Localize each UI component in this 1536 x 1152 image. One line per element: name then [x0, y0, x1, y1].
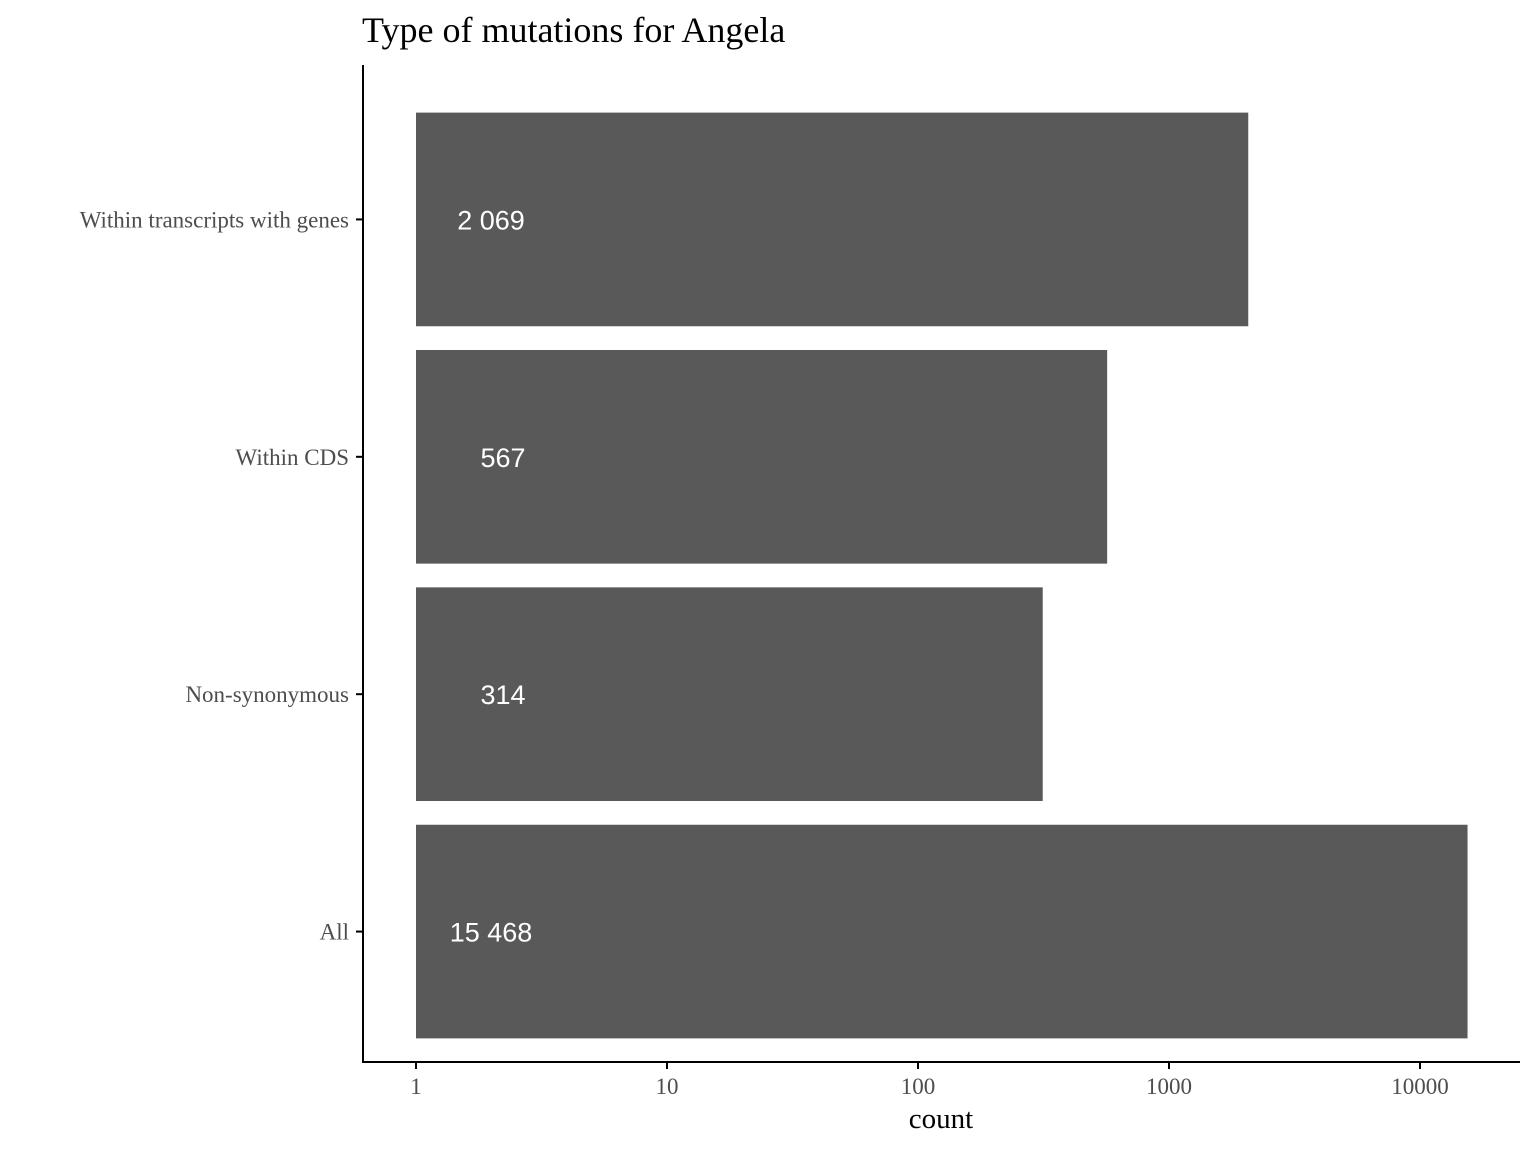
- x-tick-label-10: 10: [656, 1074, 679, 1099]
- bar-value-label-within-transcripts-with-genes: 2 069: [457, 205, 525, 235]
- x-tick-label-1: 1: [410, 1074, 422, 1099]
- chart-title: Type of mutations for Angela: [362, 10, 785, 50]
- y-tick-label-within-cds: Within CDS: [236, 445, 349, 470]
- bar-non-synonymous: [416, 587, 1043, 802]
- x-tick-label-1000: 1000: [1146, 1074, 1192, 1099]
- x-axis-title: count: [909, 1103, 973, 1135]
- bars-group: [416, 112, 1468, 1039]
- y-tick-label-non-synonymous: Non-synonymous: [185, 682, 349, 707]
- bar-within-cds: [416, 349, 1108, 564]
- y-tick-label-all: All: [320, 920, 349, 945]
- bar-value-label-non-synonymous: 314: [480, 680, 525, 710]
- y-tick-label-within-transcripts-with-genes: Within transcripts with genes: [80, 207, 349, 232]
- x-tick-label-10000: 10000: [1391, 1074, 1449, 1099]
- y-axis-ticks: Within transcripts with genes Within CDS N…: [80, 207, 363, 945]
- bar-all: [416, 824, 1468, 1039]
- x-tick-label-100: 100: [901, 1074, 936, 1099]
- bar-value-label-all: 15 468: [450, 918, 533, 948]
- bar-labels-group: 2 069 567 314 15 468: [450, 205, 533, 947]
- x-axis-ticks: 1 10 100 1000 10000: [410, 1062, 1449, 1099]
- bar-value-label-within-cds: 567: [480, 443, 525, 473]
- bar-within-transcripts-with-genes: [416, 112, 1249, 327]
